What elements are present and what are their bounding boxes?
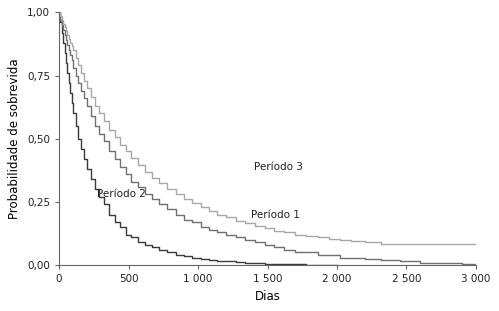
X-axis label: Dias: Dias: [254, 290, 280, 303]
Text: Período 2: Período 2: [97, 189, 145, 199]
Text: Período 1: Período 1: [251, 210, 300, 220]
Y-axis label: Probabilidade de sobrevida: Probabilidade de sobrevida: [8, 58, 21, 219]
Text: Período 3: Período 3: [253, 162, 302, 172]
